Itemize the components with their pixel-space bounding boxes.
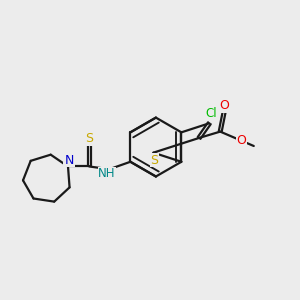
Text: S: S xyxy=(150,154,158,166)
Text: Cl: Cl xyxy=(205,107,217,120)
Text: N: N xyxy=(65,154,74,166)
Text: N: N xyxy=(63,154,73,166)
Text: NH: NH xyxy=(98,167,116,180)
Text: S: S xyxy=(85,132,93,145)
Text: O: O xyxy=(219,99,229,112)
Text: O: O xyxy=(236,134,246,147)
